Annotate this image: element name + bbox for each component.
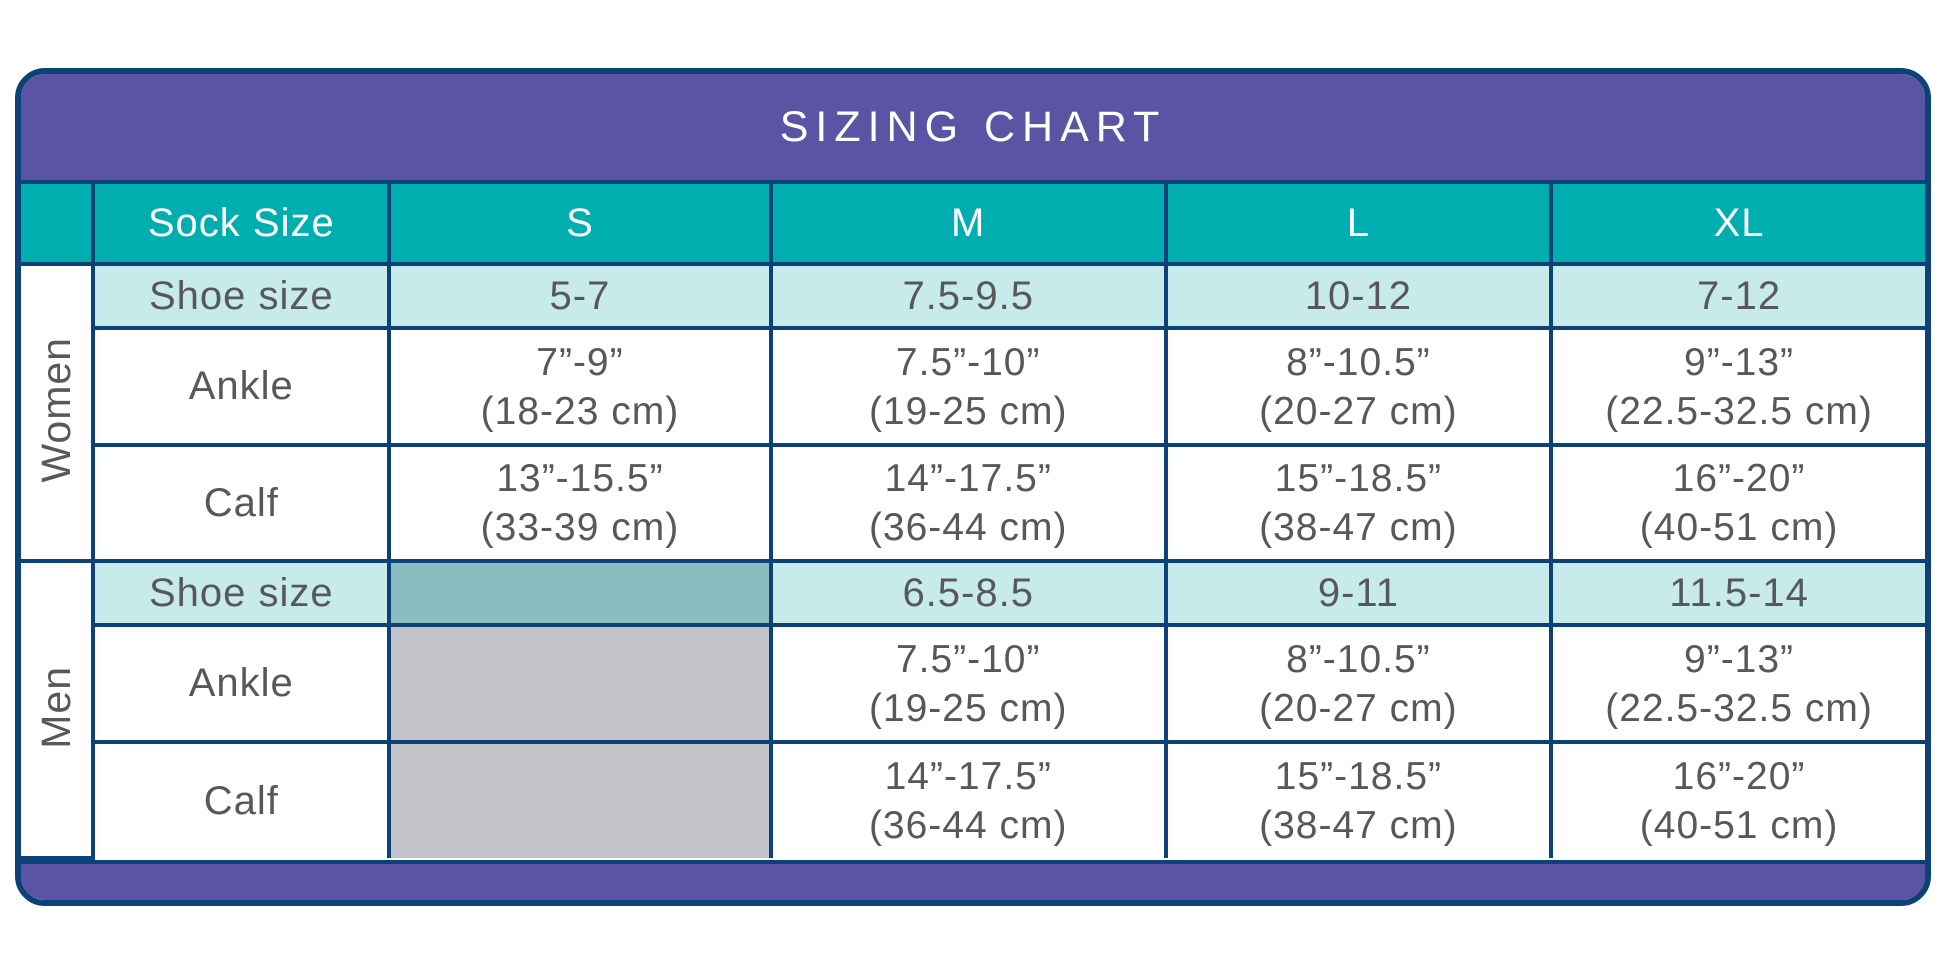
inches-value: 16”-20” <box>1672 755 1806 798</box>
women-calf-xl: 16”-20” (40-51 cm) <box>1549 443 1925 563</box>
men-calf-s-empty-cell <box>387 740 773 858</box>
sizing-chart: SIZING CHART Sock Size S M L XL Women <box>15 68 1931 906</box>
women-calf-label: Calf <box>91 443 392 563</box>
size-header-s: S <box>387 184 773 266</box>
footer-bar <box>21 860 1925 900</box>
men-shoe-m: 6.5-8.5 <box>768 559 1168 627</box>
cm-value: (36-44 cm) <box>868 804 1068 847</box>
men-calf-xl: 16”-20” (40-51 cm) <box>1549 740 1925 858</box>
men-ankle-s-empty-cell <box>387 623 773 744</box>
inches-value: 16”-20” <box>1672 457 1806 500</box>
men-ankle-m: 7.5”-10” (19-25 cm) <box>768 623 1168 744</box>
cm-value: (19-25 cm) <box>868 389 1068 433</box>
inches-value: 7”-9” <box>536 340 624 384</box>
cm-value: (19-25 cm) <box>868 686 1068 730</box>
cm-value: (33-39 cm) <box>480 506 680 549</box>
women-calf-l: 15”-18.5” (38-47 cm) <box>1163 443 1554 563</box>
inches-value: 15”-18.5” <box>1274 755 1443 798</box>
sizing-table: Sock Size S M L XL Women Shoe size 5-7 7… <box>21 184 1925 860</box>
chart-title: SIZING CHART <box>779 102 1167 151</box>
women-shoe-size-label: Shoe size <box>91 262 392 330</box>
inches-value: 8”-10.5” <box>1286 340 1431 384</box>
women-group-label: Women <box>32 337 79 483</box>
cm-value: (38-47 cm) <box>1259 804 1458 847</box>
women-ankle-row: Ankle 7”-9” (18-23 cm) 7.5”-10” (19-25 c… <box>21 326 1925 447</box>
men-calf-label: Calf <box>91 740 392 858</box>
cm-value: (22.5-32.5 cm) <box>1605 686 1873 730</box>
men-group-cell: Men <box>21 559 96 860</box>
corner-cell <box>21 184 96 266</box>
women-calf-s: 13”-15.5” (33-39 cm) <box>387 443 773 563</box>
cm-value: (40-51 cm) <box>1639 506 1839 549</box>
inches-value: 7.5”-10” <box>895 340 1041 384</box>
inches-value: 9”-13” <box>1684 637 1795 681</box>
men-shoe-size-label: Shoe size <box>91 559 392 627</box>
women-shoe-s: 5-7 <box>387 262 773 330</box>
size-header-m: M <box>768 184 1168 266</box>
women-ankle-l: 8”-10.5” (20-27 cm) <box>1163 326 1554 447</box>
men-shoe-size-row: Men Shoe size 6.5-8.5 9-11 11.5-14 <box>21 559 1925 860</box>
cm-value: (18-23 cm) <box>480 389 680 433</box>
inches-value: 8”-10.5” <box>1286 637 1431 681</box>
size-header-row: Sock Size S M L XL <box>21 184 1925 266</box>
women-ankle-m: 7.5”-10” (19-25 cm) <box>768 326 1168 447</box>
sock-size-header: Sock Size <box>91 184 392 266</box>
women-shoe-l: 10-12 <box>1163 262 1554 330</box>
chart-title-bar: SIZING CHART <box>21 74 1925 184</box>
inches-value: 9”-13” <box>1684 340 1795 384</box>
women-ankle-xl: 9”-13” (22.5-32.5 cm) <box>1549 326 1925 447</box>
men-ankle-row: Ankle 7.5”-10” (19-25 cm) 8”-10.5” (20-2… <box>21 623 1925 744</box>
women-ankle-label: Ankle <box>91 326 392 447</box>
men-shoe-l: 9-11 <box>1163 559 1554 627</box>
cm-value: (36-44 cm) <box>868 506 1068 549</box>
men-shoe-xl: 11.5-14 <box>1549 559 1925 627</box>
women-group-cell: Women <box>21 262 96 563</box>
men-calf-m: 14”-17.5” (36-44 cm) <box>768 740 1168 858</box>
inches-value: 14”-17.5” <box>884 755 1052 798</box>
inches-value: 15”-18.5” <box>1274 457 1443 500</box>
inches-value: 7.5”-10” <box>895 637 1041 681</box>
cm-value: (20-27 cm) <box>1259 389 1458 433</box>
men-ankle-xl: 9”-13” (22.5-32.5 cm) <box>1549 623 1925 744</box>
cm-value: (20-27 cm) <box>1259 686 1458 730</box>
cm-value: (40-51 cm) <box>1639 804 1839 847</box>
women-shoe-m: 7.5-9.5 <box>768 262 1168 330</box>
women-shoe-xl: 7-12 <box>1549 262 1925 330</box>
cm-value: (22.5-32.5 cm) <box>1605 389 1873 433</box>
men-calf-l: 15”-18.5” (38-47 cm) <box>1163 740 1554 858</box>
men-calf-row: Calf 14”-17.5” (36-44 cm) 15”-18.5” (38-… <box>21 740 1925 858</box>
men-shoe-s-empty-cell <box>387 559 773 627</box>
cm-value: (38-47 cm) <box>1259 506 1458 549</box>
men-ankle-l: 8”-10.5” (20-27 cm) <box>1163 623 1554 744</box>
men-ankle-label: Ankle <box>91 623 392 744</box>
men-group-label: Men <box>32 665 79 749</box>
inches-value: 13”-15.5” <box>496 457 664 500</box>
women-ankle-s: 7”-9” (18-23 cm) <box>387 326 773 447</box>
inches-value: 14”-17.5” <box>884 457 1052 500</box>
women-calf-row: Calf 13”-15.5” (33-39 cm) 14”-17.5” (36-… <box>21 443 1925 563</box>
size-header-l: L <box>1163 184 1554 266</box>
size-header-xl: XL <box>1549 184 1925 266</box>
women-shoe-size-row: Women Shoe size 5-7 7.5-9.5 10-12 7-12 <box>21 262 1925 563</box>
women-calf-m: 14”-17.5” (36-44 cm) <box>768 443 1168 563</box>
